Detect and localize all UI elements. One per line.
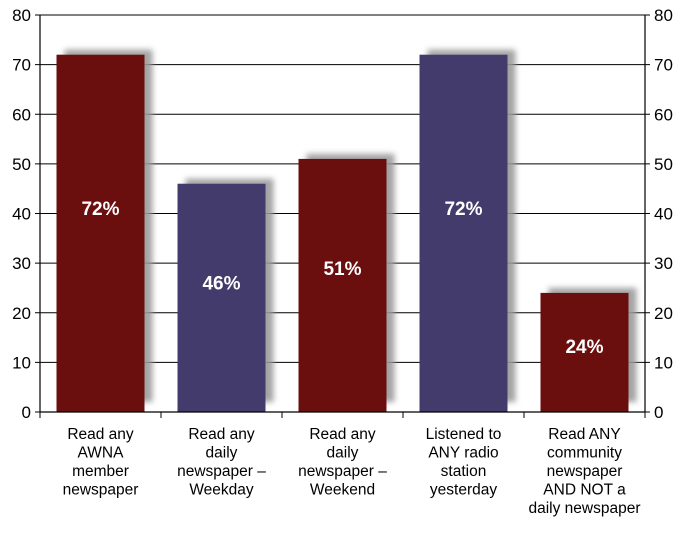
data-label: 24%	[565, 337, 603, 358]
data-label: 72%	[81, 199, 119, 220]
labels: 0 0 10 10 20 20 30 30 40 40 50 50 60 60 70 70 80 80 72% Rea…	[12, 6, 673, 517]
category-label: Read any AWNA member newspaper	[63, 426, 139, 499]
y-tick-label-left: 20	[12, 304, 31, 323]
category-label-line: ANY radio	[428, 445, 498, 462]
category-label-line: Read any	[309, 426, 376, 443]
y-tick-label-right: 30	[654, 254, 673, 273]
data-label: 46%	[202, 274, 240, 295]
category-label: Read any daily newspaper – Weekday	[177, 426, 266, 499]
y-tick-label-left: 10	[12, 353, 31, 372]
y-tick-label-right: 20	[654, 304, 673, 323]
category-label-line: daily newspaper	[528, 500, 640, 517]
axes	[35, 14, 650, 418]
y-tick-label-right: 40	[654, 205, 673, 224]
y-tick-label-left: 80	[12, 6, 31, 25]
y-tick-label-right: 10	[654, 353, 673, 372]
bar	[56, 54, 145, 412]
bar	[419, 54, 508, 412]
category-label-line: Read ANY	[548, 426, 620, 443]
category-label-line: newspaper	[63, 482, 139, 499]
category-label-line: Read any	[67, 426, 134, 443]
category-label-line: daily	[206, 445, 238, 462]
y-tick-label-left: 50	[12, 155, 31, 174]
category-label-line: community	[547, 445, 622, 462]
bar	[177, 183, 266, 412]
y-tick-label-left: 0	[22, 403, 31, 422]
y-tick-label-right: 50	[654, 155, 673, 174]
category-label-line: Weekend	[310, 482, 375, 499]
category-label-line: yesterday	[430, 482, 497, 499]
y-tick-label-left: 40	[12, 205, 31, 224]
y-tick-label-left: 30	[12, 254, 31, 273]
category-label: Read ANY community newspaper AND NOT a daily…	[528, 426, 640, 517]
y-tick-label-right: 60	[654, 105, 673, 124]
y-tick-label-right: 80	[654, 6, 673, 25]
y-tick-label-left: 70	[12, 56, 31, 75]
category-label-line: daily	[327, 445, 359, 462]
bar	[298, 158, 387, 412]
category-label-line: member	[72, 463, 129, 480]
category-label: Listened to ANY radio station yesterday	[426, 426, 502, 499]
category-label-line: Read any	[188, 426, 255, 443]
y-tick-label-right: 0	[654, 403, 663, 422]
category-label-line: newspaper	[547, 463, 623, 480]
data-label: 51%	[323, 259, 361, 280]
y-tick-label-right: 70	[654, 56, 673, 75]
category-label-line: newspaper –	[298, 463, 387, 480]
category-label: Read any daily newspaper – Weekend	[298, 426, 387, 499]
bar	[540, 292, 629, 412]
category-label-line: Weekday	[189, 482, 254, 499]
category-label-line: AWNA	[78, 445, 125, 462]
category-label-line: AND NOT a	[543, 482, 626, 499]
y-tick-label-left: 60	[12, 105, 31, 124]
bars	[56, 54, 629, 412]
data-label: 72%	[444, 199, 482, 220]
category-label-line: newspaper –	[177, 463, 266, 480]
category-label-line: Listened to	[426, 426, 502, 443]
category-label-line: station	[441, 463, 487, 480]
